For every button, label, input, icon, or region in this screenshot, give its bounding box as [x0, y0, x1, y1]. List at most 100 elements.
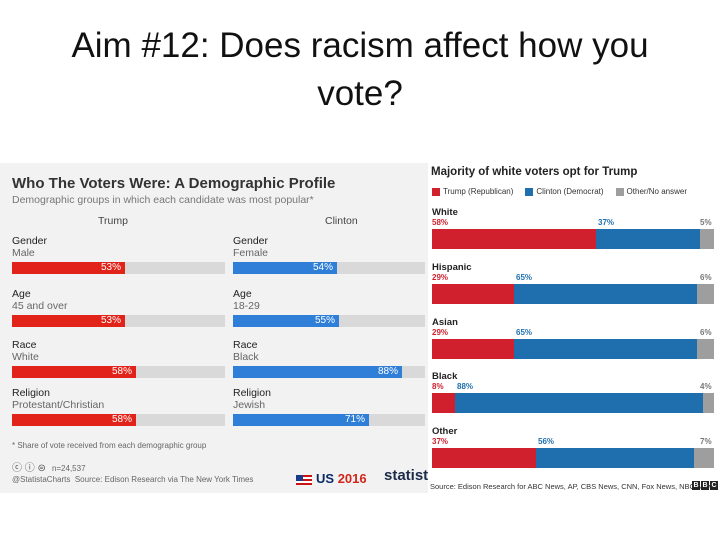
sample-size: n=24,537 — [51, 464, 86, 473]
statista-logo: statista — [384, 467, 428, 484]
bar-value-label: 55% — [315, 315, 336, 326]
bar-segment — [700, 229, 714, 249]
group-name: 18-29 — [233, 300, 260, 312]
category-name: Gender — [12, 235, 48, 247]
bbc-letter: B — [701, 481, 709, 490]
category-label: Race White — [12, 339, 39, 363]
bar-track: 58% — [12, 414, 225, 426]
bar-track: 58% — [12, 366, 225, 378]
group-name: Protestant/Christian — [12, 399, 105, 411]
bbc-letter: C — [710, 481, 718, 490]
bar-value-label: 88% — [378, 366, 399, 377]
category-name: Race — [233, 339, 258, 351]
bar-segment — [536, 448, 694, 468]
legend-label: Clinton (Democrat) — [536, 187, 604, 196]
bar-segment — [697, 284, 714, 304]
percent-label: 56% — [538, 437, 555, 446]
group-label: Black — [432, 371, 458, 382]
bar-segment — [596, 229, 700, 249]
panel-title: Who The Voters Were: A Demographic Profi… — [12, 175, 336, 192]
bar-clinton — [233, 366, 402, 378]
bar-trump — [12, 366, 136, 378]
chart-legend: Trump (Republican) Clinton (Democrat) Othe… — [432, 187, 687, 196]
bar-track: 53% — [12, 262, 225, 274]
bar-segment — [432, 393, 455, 413]
stacked-bar — [432, 229, 714, 249]
group-name: Black — [233, 351, 259, 363]
credit-block: ⓒ ⓘ ⊜ n=24,537 @StatistaCharts Source: Ed… — [12, 463, 253, 485]
left-source: Source: Edison Research via The New York… — [74, 475, 254, 485]
category-name: Religion — [233, 387, 271, 399]
percent-label: 4% — [700, 382, 712, 391]
bar-segment — [514, 339, 697, 359]
bar-segment — [455, 393, 703, 413]
category-label: Gender Female — [233, 235, 268, 259]
group-name: Female — [233, 247, 269, 259]
percent-label: 58% — [432, 218, 449, 227]
stacked-bar — [432, 284, 714, 304]
bar-segment — [432, 448, 536, 468]
legend-swatch — [432, 187, 440, 196]
bar-trump — [12, 262, 125, 274]
percent-label: 65% — [516, 273, 533, 282]
group-label: White — [432, 207, 458, 218]
creative-commons-icon: ⓒ ⓘ ⊜ — [12, 463, 46, 475]
bar-value-label: 58% — [112, 414, 133, 425]
group-label: Other — [432, 426, 458, 437]
demographic-profile-panel: Who The Voters Were: A Demographic Profi… — [0, 163, 428, 493]
percent-label: 8% — [432, 382, 444, 391]
bar-segment — [703, 393, 714, 413]
group-label: Asian — [432, 317, 458, 328]
legend-item: Clinton (Democrat) — [525, 187, 604, 196]
us2016-logo: US 2016 — [296, 471, 367, 486]
bar-value-label: 53% — [101, 315, 122, 326]
group-name: 45 and over — [12, 300, 68, 312]
percent-label: 37% — [432, 437, 449, 446]
bar-segment — [432, 284, 514, 304]
bar-value-label: 58% — [112, 366, 133, 377]
bar-segment — [694, 448, 714, 468]
stacked-bar — [432, 393, 714, 413]
legend-swatch — [615, 187, 624, 196]
percent-label: 88% — [457, 382, 474, 391]
bar-track: 88% — [233, 366, 425, 378]
category-name: Religion — [12, 387, 50, 399]
column-header-trump: Trump — [98, 215, 128, 227]
white-voters-panel: Majority of white voters opt for Trump T… — [428, 163, 720, 493]
percent-label: 65% — [516, 328, 533, 337]
bar-track: 71% — [233, 414, 425, 426]
footnote: * Share of vote received from each demog… — [12, 441, 207, 450]
percent-label: 7% — [700, 437, 712, 446]
bar-clinton — [233, 414, 369, 426]
column-header-clinton: Clinton — [325, 215, 358, 227]
slide-title: Aim #12: Does racism affect how you vote… — [71, 26, 649, 113]
category-name: Age — [12, 288, 31, 300]
bar-segment — [432, 339, 514, 359]
bar-clinton — [233, 262, 337, 274]
legend-label: Trump (Republican) — [443, 187, 514, 196]
legend-item: Other/No answer — [615, 187, 688, 196]
category-label: Age 18-29 — [233, 288, 260, 312]
bar-trump — [12, 315, 125, 327]
bar-track: 53% — [12, 315, 225, 327]
panel-subtitle: Demographic groups in which each candida… — [12, 194, 314, 206]
us-flag-icon — [296, 474, 312, 485]
percent-label: 6% — [700, 273, 712, 282]
category-label: Religion Protestant/Christian — [12, 387, 104, 411]
bar-track: 54% — [233, 262, 425, 274]
group-label: Hispanic — [432, 262, 472, 273]
statista-handle: @StatistaCharts — [12, 475, 71, 485]
group-name: White — [12, 351, 39, 363]
legend-item: Trump (Republican) — [432, 187, 513, 196]
panel-title: Majority of white voters opt for Trump — [431, 166, 638, 178]
bar-track: 55% — [233, 315, 425, 327]
category-name: Race — [12, 339, 37, 351]
legend-label: Other/No answer — [626, 187, 688, 196]
stacked-bar — [432, 339, 714, 359]
category-label: Religion Jewish — [233, 387, 271, 411]
bbc-letter: B — [692, 481, 700, 490]
category-label: Race Black — [233, 339, 259, 363]
bar-segment — [514, 284, 697, 304]
percent-label: 37% — [598, 218, 615, 227]
